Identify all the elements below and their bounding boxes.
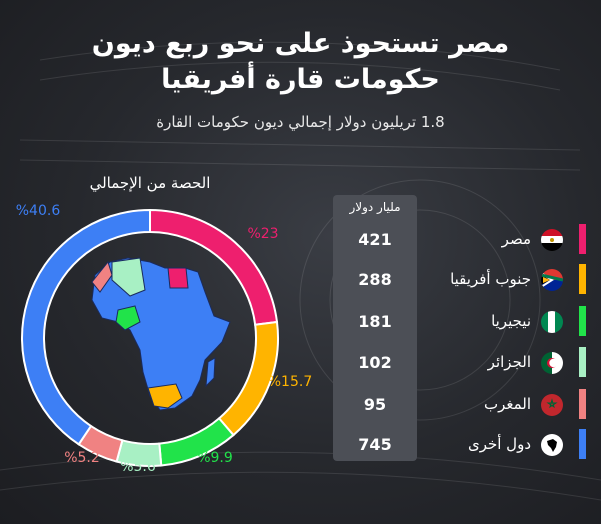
row-value: 745: [358, 435, 392, 454]
nigeria-region: [115, 305, 141, 331]
table-row: 95 المغرب: [333, 389, 586, 419]
donut-slice-5: [21, 208, 151, 446]
table-row: 745 دول أخرى: [333, 429, 586, 459]
table-row: 181 نيجيريا: [333, 306, 586, 336]
row-color-bar: [579, 264, 586, 294]
row-color-bar: [579, 224, 586, 254]
row-value: 102: [358, 353, 392, 372]
row-name: الجزائر: [487, 353, 531, 371]
slice-label-0: %23: [247, 226, 278, 242]
slice-label-2: %9.9: [197, 450, 233, 466]
egypt-region: [167, 267, 189, 289]
slice-label-3: %5.6: [120, 459, 156, 475]
row-name: المغرب: [483, 395, 531, 413]
egypt-flag-icon: [541, 229, 563, 251]
africa-map-icon: [541, 434, 563, 456]
south-africa-region: [147, 383, 183, 409]
slice-label-1: %15.7: [268, 374, 312, 390]
table-row: 102 الجزائر: [333, 347, 586, 377]
slice-label-5: %40.6: [16, 203, 61, 219]
nigeria-flag-icon: [541, 311, 563, 333]
title-line-2: حكومات قارة أفريقيا: [161, 64, 440, 95]
table-row: 288 جنوب أفريقيا: [333, 264, 586, 294]
row-name: جنوب أفريقيا: [450, 270, 531, 288]
row-name: مصر: [501, 230, 531, 248]
row-value: 95: [363, 395, 387, 414]
row-value: 288: [358, 270, 392, 289]
morocco-flag-icon: [541, 394, 563, 416]
south-africa-flag-icon: [541, 269, 563, 291]
table-row: 421 مصر: [333, 224, 586, 254]
row-name: نيجيريا: [491, 312, 531, 330]
row-value: 421: [358, 230, 392, 249]
africa-map: [91, 257, 231, 411]
pie-title: الحصة من الإجمالي: [89, 174, 211, 192]
madagascar-region: [205, 357, 216, 388]
value-column-bg: [333, 195, 417, 461]
row-name: دول أخرى: [467, 435, 531, 453]
row-value: 181: [358, 312, 392, 331]
row-color-bar: [579, 306, 586, 336]
chart-subtitle: 1.8 تريليون دولار إجمالي ديون حكومات الق…: [156, 113, 445, 131]
row-color-bar: [579, 347, 586, 377]
chart-title: مصر تستحوذ على نحو ربع ديون حكومات قارة …: [0, 26, 601, 98]
algeria-flag-icon: [541, 352, 563, 374]
row-color-bar: [579, 429, 586, 459]
algeria-region: [111, 257, 146, 297]
slice-label-4: %5.2: [64, 450, 100, 466]
row-color-bar: [579, 389, 586, 419]
title-line-1: مصر تستحوذ على نحو ربع ديون: [91, 28, 510, 59]
table-header: مليار دولار: [349, 200, 401, 214]
